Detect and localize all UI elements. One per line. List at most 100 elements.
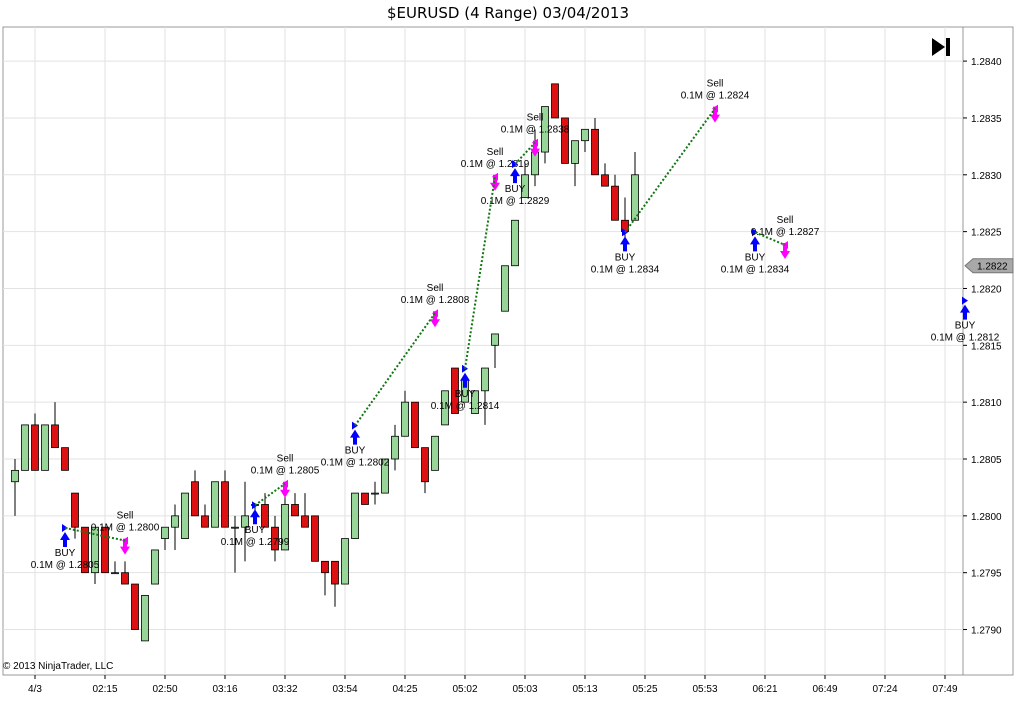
sell-label: Sell xyxy=(487,147,504,158)
sell-detail: 0.1M @ 1.2805 xyxy=(251,466,320,477)
candle xyxy=(51,402,59,449)
candle-body xyxy=(341,538,349,585)
sell-arrow-icon xyxy=(120,538,130,555)
candle xyxy=(101,526,109,574)
candle-body xyxy=(61,447,69,471)
candle xyxy=(451,367,459,414)
exit-triangle-icon xyxy=(492,172,498,181)
candle-body xyxy=(591,128,599,176)
buy-detail: 0.1M @ 1.2834 xyxy=(591,264,660,275)
plot-area xyxy=(2,26,964,676)
candle-body xyxy=(221,481,229,528)
buy-detail: 0.1M @ 1.2829 xyxy=(481,196,550,207)
candle-body xyxy=(361,492,369,505)
y-tick-label: 1.2795 xyxy=(971,569,1002,580)
buy-detail: 0.1M @ 1.2799 xyxy=(221,537,290,548)
candle-body xyxy=(301,515,309,528)
buy-detail: 0.1M @ 1.2802 xyxy=(321,458,390,469)
candle-body xyxy=(161,526,169,539)
candle xyxy=(591,117,599,176)
sell-label: Sell xyxy=(427,283,444,294)
x-tick-label: 05:53 xyxy=(692,684,717,695)
candle-body xyxy=(561,117,569,164)
candle xyxy=(321,560,329,596)
trade-connector-line xyxy=(464,176,496,369)
candle-body xyxy=(51,424,59,449)
candle-body xyxy=(131,583,139,630)
candle xyxy=(21,424,29,471)
candle xyxy=(611,174,619,221)
buy-label: BUY xyxy=(505,184,526,195)
sell-label: Sell xyxy=(527,113,544,124)
candle xyxy=(441,390,449,426)
candle xyxy=(571,140,579,187)
candle xyxy=(11,459,19,516)
candle-body xyxy=(351,492,359,539)
candle xyxy=(191,470,199,517)
candle xyxy=(581,128,589,153)
buy-label: BUY xyxy=(615,252,636,263)
candle xyxy=(111,561,119,575)
candle-body xyxy=(241,515,249,528)
candle xyxy=(401,390,409,437)
buy-arrow-icon xyxy=(350,429,360,445)
candle xyxy=(151,549,159,585)
candle-body xyxy=(171,515,179,528)
y-tick-label: 1.2840 xyxy=(971,57,1002,68)
candle xyxy=(311,515,319,562)
sell-detail: 0.1M @ 1.2824 xyxy=(681,91,750,102)
candle-body xyxy=(121,572,129,585)
buy-detail: 0.1M @ 1.2834 xyxy=(721,264,790,275)
sell-detail: 0.1M @ 1.2827 xyxy=(751,227,820,238)
sell-arrow-icon xyxy=(280,481,290,498)
candle-body xyxy=(471,390,479,414)
y-tick-label: 1.2830 xyxy=(971,171,1002,182)
candle-body xyxy=(401,401,409,437)
candle xyxy=(391,424,399,471)
x-tick-label: 04:25 xyxy=(392,684,417,695)
candle xyxy=(281,493,289,551)
jump-to-end-icon[interactable] xyxy=(932,38,950,56)
candle-body xyxy=(491,333,499,346)
buy-detail: 0.1M @ 1.2805 xyxy=(31,560,100,571)
candle xyxy=(471,390,479,414)
buy-detail: 0.1M @ 1.2814 xyxy=(431,401,500,412)
candle-body xyxy=(501,265,509,312)
candle-body xyxy=(541,106,549,153)
candle-body xyxy=(421,447,429,483)
candle-body xyxy=(201,515,209,528)
candle-body xyxy=(271,526,279,551)
x-tick-label: 02:15 xyxy=(92,684,117,695)
candle-body xyxy=(71,492,79,528)
candle xyxy=(501,265,509,312)
sell-label: Sell xyxy=(707,79,724,90)
candle xyxy=(161,526,169,550)
chart-title: $EURUSD (4 Range) 03/04/2013 xyxy=(386,4,630,22)
candle-body xyxy=(261,504,269,528)
candle xyxy=(491,333,499,369)
candle xyxy=(261,493,269,528)
y-tick-label: 1.2820 xyxy=(971,284,1002,295)
buy-arrow-icon xyxy=(620,236,630,252)
candle xyxy=(381,458,389,494)
x-tick-label: 05:13 xyxy=(572,684,597,695)
y-tick-label: 1.2790 xyxy=(971,626,1002,637)
price-axis-panel xyxy=(962,26,1014,676)
buy-arrow-icon xyxy=(250,509,260,525)
buy-label: BUY xyxy=(745,252,766,263)
sell-arrow-icon xyxy=(780,243,790,259)
candlesticks xyxy=(11,83,639,642)
candle-body xyxy=(481,367,489,392)
candle xyxy=(91,526,99,585)
sell-arrow-icon xyxy=(530,140,540,157)
candle-body xyxy=(371,492,379,495)
candle-body xyxy=(391,435,399,460)
candle xyxy=(601,163,609,187)
candle-body xyxy=(31,424,39,471)
buy-arrow-icon xyxy=(960,304,970,320)
price-axis: 1.2840 1.2835 1.2830 1.2825 1.2820 1.2815 1.28… xyxy=(963,57,1002,637)
y-tick-label: 1.2800 xyxy=(971,512,1002,523)
